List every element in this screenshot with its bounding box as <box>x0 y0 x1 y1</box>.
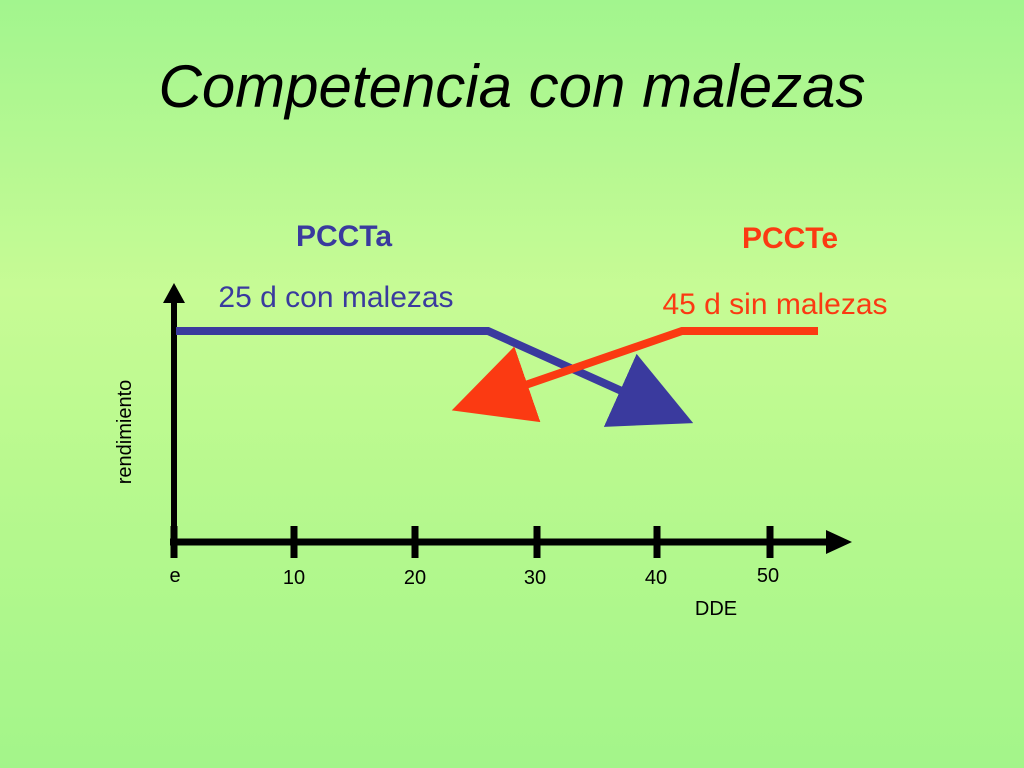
x-tick-label-30: 30 <box>524 567 546 589</box>
x-axis-label: DDE <box>695 598 737 620</box>
slide-title: Competencia con malezas <box>158 53 866 120</box>
y-axis-arrowhead <box>163 283 185 303</box>
pccte-line <box>451 327 818 423</box>
pccte-heading: PCCTe <box>742 222 838 255</box>
y-axis-label: rendimiento <box>114 380 136 485</box>
x-tick-label-20: 20 <box>404 567 426 589</box>
x-tick-label-e: e <box>169 565 180 587</box>
x-tick-label-40: 40 <box>645 567 667 589</box>
pccta-heading: PCCTa <box>296 220 392 253</box>
pccta-description: 25 d con malezas <box>218 281 453 314</box>
x-tick-label-50: 50 <box>757 565 779 587</box>
pccte-description: 45 d sin malezas <box>662 288 887 321</box>
x-tick-label-10: 10 <box>283 567 305 589</box>
x-axis-arrowhead <box>826 530 852 554</box>
pccta-line <box>176 327 694 427</box>
